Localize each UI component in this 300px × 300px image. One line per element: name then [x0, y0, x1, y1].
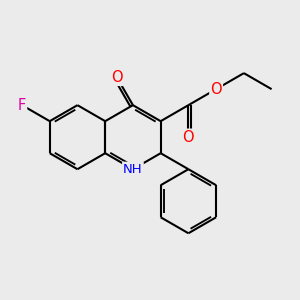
Text: NH: NH — [123, 163, 143, 176]
Text: O: O — [111, 70, 123, 85]
Text: F: F — [18, 98, 26, 113]
Text: O: O — [210, 82, 222, 97]
Text: O: O — [183, 130, 194, 145]
